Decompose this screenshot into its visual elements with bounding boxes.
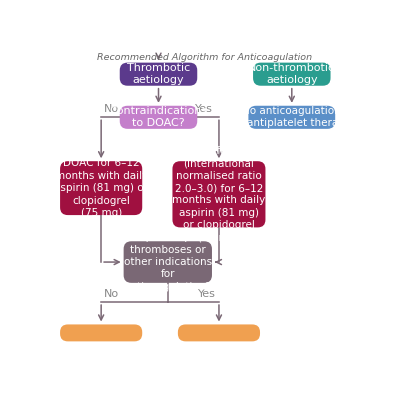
FancyBboxPatch shape — [60, 161, 142, 215]
Text: Contraindications
to DOAC?: Contraindications to DOAC? — [110, 106, 208, 128]
Text: DOAC for 6–12
months with daily
aspirin (81 mg) or
clopidogrel
(75 mg): DOAC for 6–12 months with daily aspirin … — [54, 158, 148, 218]
Text: No: No — [104, 104, 119, 114]
Text: No: No — [104, 288, 119, 298]
Text: Yes: Yes — [195, 104, 213, 114]
FancyBboxPatch shape — [172, 161, 266, 228]
Text: Thrombotic
aetiology: Thrombotic aetiology — [127, 63, 190, 85]
FancyBboxPatch shape — [120, 63, 197, 86]
FancyBboxPatch shape — [120, 106, 197, 129]
Text: Warfarin
(international
normalised ratio
2.0–3.0) for 6–12
months with daily
asp: Warfarin (international normalised ratio… — [172, 146, 266, 243]
Text: Multiple deep vein
thromboses or
other indications
for
anticoagulation?: Multiple deep vein thromboses or other i… — [120, 232, 216, 292]
Text: Non-thrombotic
aetiology: Non-thrombotic aetiology — [248, 63, 335, 85]
Text: No anticoagulation
or antiplatelet therapy: No anticoagulation or antiplatelet thera… — [233, 106, 351, 128]
FancyBboxPatch shape — [253, 63, 330, 86]
FancyBboxPatch shape — [124, 241, 212, 283]
FancyBboxPatch shape — [248, 106, 335, 129]
FancyBboxPatch shape — [178, 324, 260, 341]
Text: Recommended Algorithm for Anticoagulation: Recommended Algorithm for Anticoagulatio… — [98, 53, 312, 62]
Text: Yes: Yes — [198, 288, 216, 298]
FancyBboxPatch shape — [60, 324, 142, 341]
